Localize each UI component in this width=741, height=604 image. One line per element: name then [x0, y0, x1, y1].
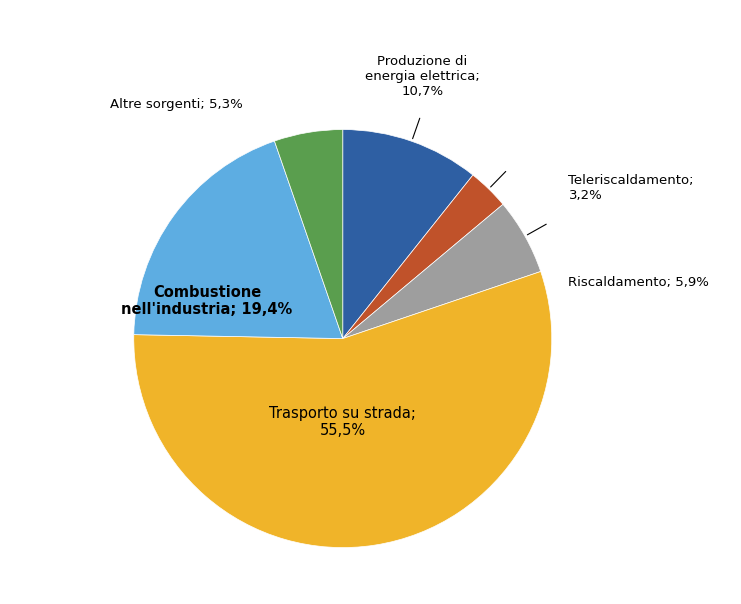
Text: Riscaldamento; 5,9%: Riscaldamento; 5,9% [568, 275, 709, 289]
Wedge shape [343, 130, 473, 339]
Wedge shape [343, 175, 503, 339]
Text: Trasporto su strada;
55,5%: Trasporto su strada; 55,5% [269, 406, 416, 439]
Text: Teleriscaldamento;
3,2%: Teleriscaldamento; 3,2% [568, 174, 694, 202]
Text: Produzione di
energia elettrica;
10,7%: Produzione di energia elettrica; 10,7% [365, 55, 479, 98]
Wedge shape [343, 204, 541, 339]
Wedge shape [274, 130, 343, 339]
Wedge shape [134, 141, 343, 339]
Text: Combustione
nell'industria; 19,4%: Combustione nell'industria; 19,4% [122, 284, 293, 317]
Wedge shape [134, 271, 552, 548]
Text: Altre sorgenti; 5,3%: Altre sorgenti; 5,3% [110, 98, 242, 111]
